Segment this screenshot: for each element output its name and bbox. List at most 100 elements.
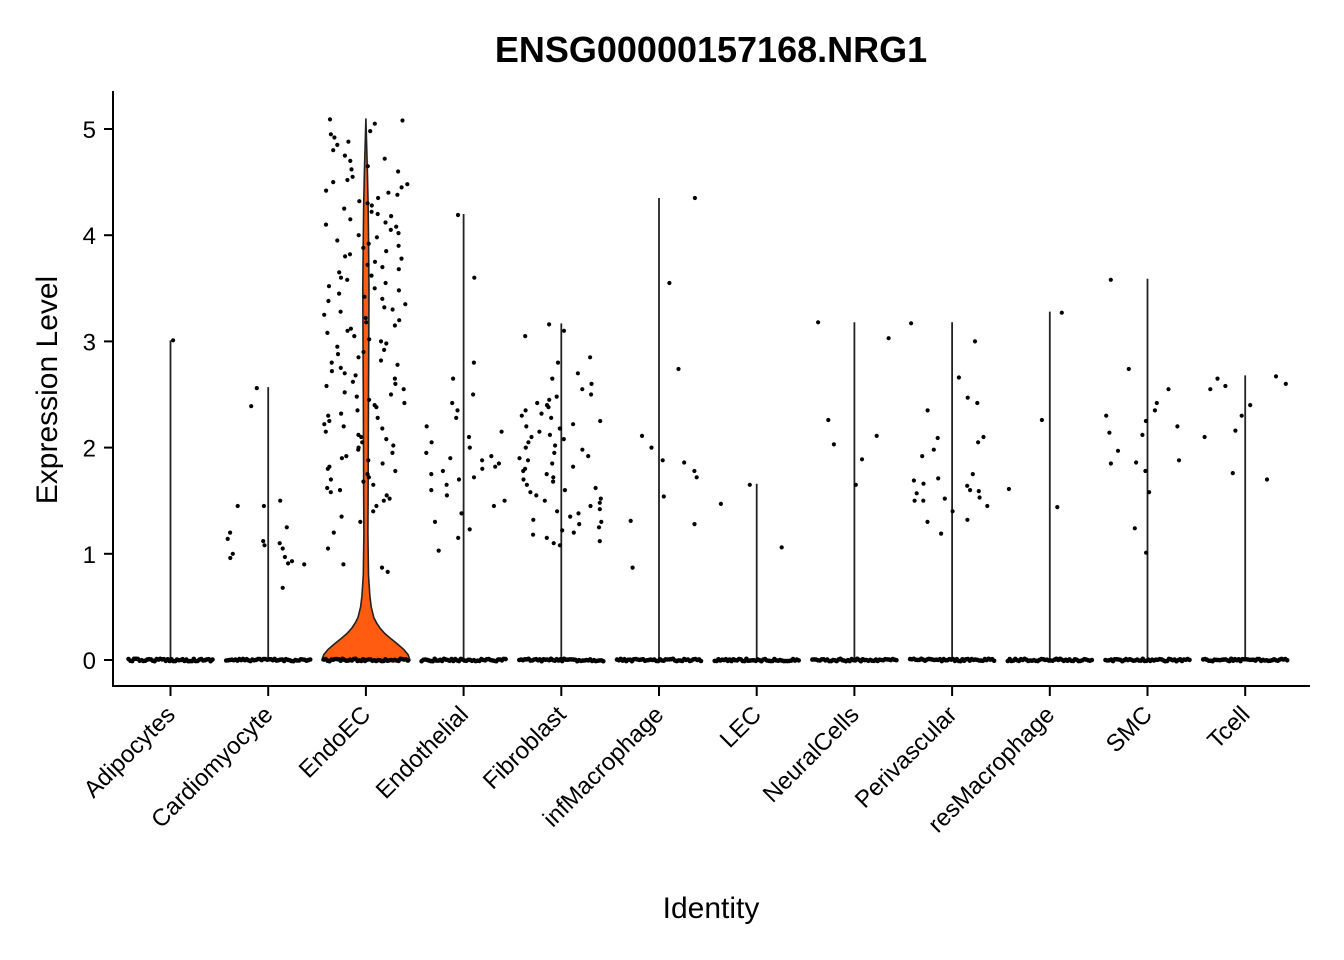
point-fibroblast (544, 472, 549, 477)
point-endoec (374, 405, 379, 410)
point-cardiomyocyte (261, 503, 266, 509)
point-endoec (374, 503, 379, 509)
point-perivascular (968, 488, 973, 493)
point-endoec (392, 323, 397, 328)
y-tick-label: 3 (83, 329, 96, 356)
point-endoec (382, 156, 387, 161)
point-perivascular (965, 483, 970, 488)
point-cardiomyocyte (280, 546, 285, 551)
point-infmacrophage (630, 565, 635, 570)
point-endothelial (467, 527, 472, 532)
point-endoec (335, 238, 340, 243)
point-fibroblast (561, 437, 566, 442)
point-endoec (369, 209, 374, 214)
point-fibroblast (589, 392, 594, 397)
point-cardiomyocyte (230, 551, 235, 556)
point-endoec (342, 390, 347, 395)
point-endoec (380, 426, 385, 431)
point-smc (1143, 418, 1148, 424)
point-fibroblast (580, 387, 585, 392)
point-endoec (322, 422, 327, 427)
zero-point-endothelial (503, 656, 508, 662)
point-endothelial (491, 503, 496, 509)
point-perivascular (976, 489, 981, 494)
point-endoec (361, 349, 366, 355)
point-infmacrophage (682, 460, 687, 465)
point-endoec (323, 429, 328, 434)
point-perivascular (936, 476, 941, 481)
point-smc (1108, 277, 1113, 282)
point-endothelial (448, 456, 453, 461)
point-endothelial (450, 400, 455, 406)
point-endoec (348, 326, 353, 331)
point-endoec (383, 220, 388, 225)
point-fibroblast (523, 445, 528, 450)
point-perivascular (909, 321, 914, 326)
y-axis-title: Expression Level (31, 276, 64, 504)
chart-title: ENSG00000157168.NRG1 (495, 29, 927, 70)
point-endoec (338, 275, 344, 280)
point-tcell (1273, 374, 1279, 379)
point-fibroblast (571, 530, 576, 535)
point-endoec (324, 383, 329, 389)
point-fibroblast (586, 454, 591, 459)
point-tcell (1248, 403, 1253, 408)
point-fibroblast (571, 422, 576, 427)
point-perivascular (977, 495, 982, 500)
point-fibroblast (519, 413, 524, 418)
point-cardiomyocyte (284, 525, 289, 530)
point-fibroblast (551, 479, 556, 484)
point-smc (1144, 550, 1149, 555)
point-fibroblast (542, 498, 547, 503)
point-endoec (393, 381, 398, 386)
point-infmacrophage (661, 494, 666, 499)
point-endoec (402, 400, 407, 406)
point-infmacrophage (628, 518, 633, 524)
point-endoec (359, 434, 364, 440)
point-endoec (323, 222, 329, 227)
violin-endoec (320, 118, 412, 661)
point-perivascular (921, 498, 926, 503)
point-endoec (337, 270, 342, 275)
point-perivascular (981, 434, 986, 440)
point-fibroblast (547, 432, 553, 437)
point-fibroblast (552, 450, 557, 455)
point-endothelial (444, 482, 449, 487)
point-endoec (381, 498, 386, 503)
point-neuralcells (874, 433, 879, 438)
point-endoec (378, 339, 384, 344)
point-fibroblast (526, 440, 531, 445)
point-endoec (328, 490, 333, 495)
point-cardiomyocyte (235, 503, 240, 509)
point-endoec (345, 177, 350, 183)
point-tcell (1208, 387, 1213, 392)
x-axis-title: Identity (663, 892, 760, 925)
point-endoec (384, 493, 389, 498)
point-endoec (360, 440, 365, 445)
point-endothelial (456, 477, 462, 482)
point-perivascular (965, 395, 970, 400)
point-cardiomyocyte (225, 536, 230, 542)
point-endoec (380, 265, 385, 270)
point-smc (1166, 387, 1171, 392)
point-endoec (325, 546, 331, 551)
point-endoec (356, 447, 361, 452)
point-endothelial (429, 472, 434, 477)
point-infmacrophage (649, 445, 654, 450)
point-tcell (1223, 383, 1228, 389)
point-cardiomyocyte (249, 404, 254, 409)
point-endoec (356, 355, 361, 360)
zero-point-tcell (1284, 658, 1290, 663)
point-infmacrophage (694, 475, 699, 480)
point-resmacrophage (1039, 417, 1044, 423)
point-perivascular (976, 440, 981, 445)
point-endoec (326, 298, 331, 304)
point-endothelial (456, 535, 461, 541)
point-tcell (1202, 434, 1207, 440)
point-endoec (328, 477, 333, 482)
point-endoec (335, 344, 340, 349)
point-endoec (387, 496, 392, 501)
point-endoec (325, 466, 330, 471)
point-fibroblast (554, 394, 559, 399)
point-endothelial (471, 475, 477, 480)
